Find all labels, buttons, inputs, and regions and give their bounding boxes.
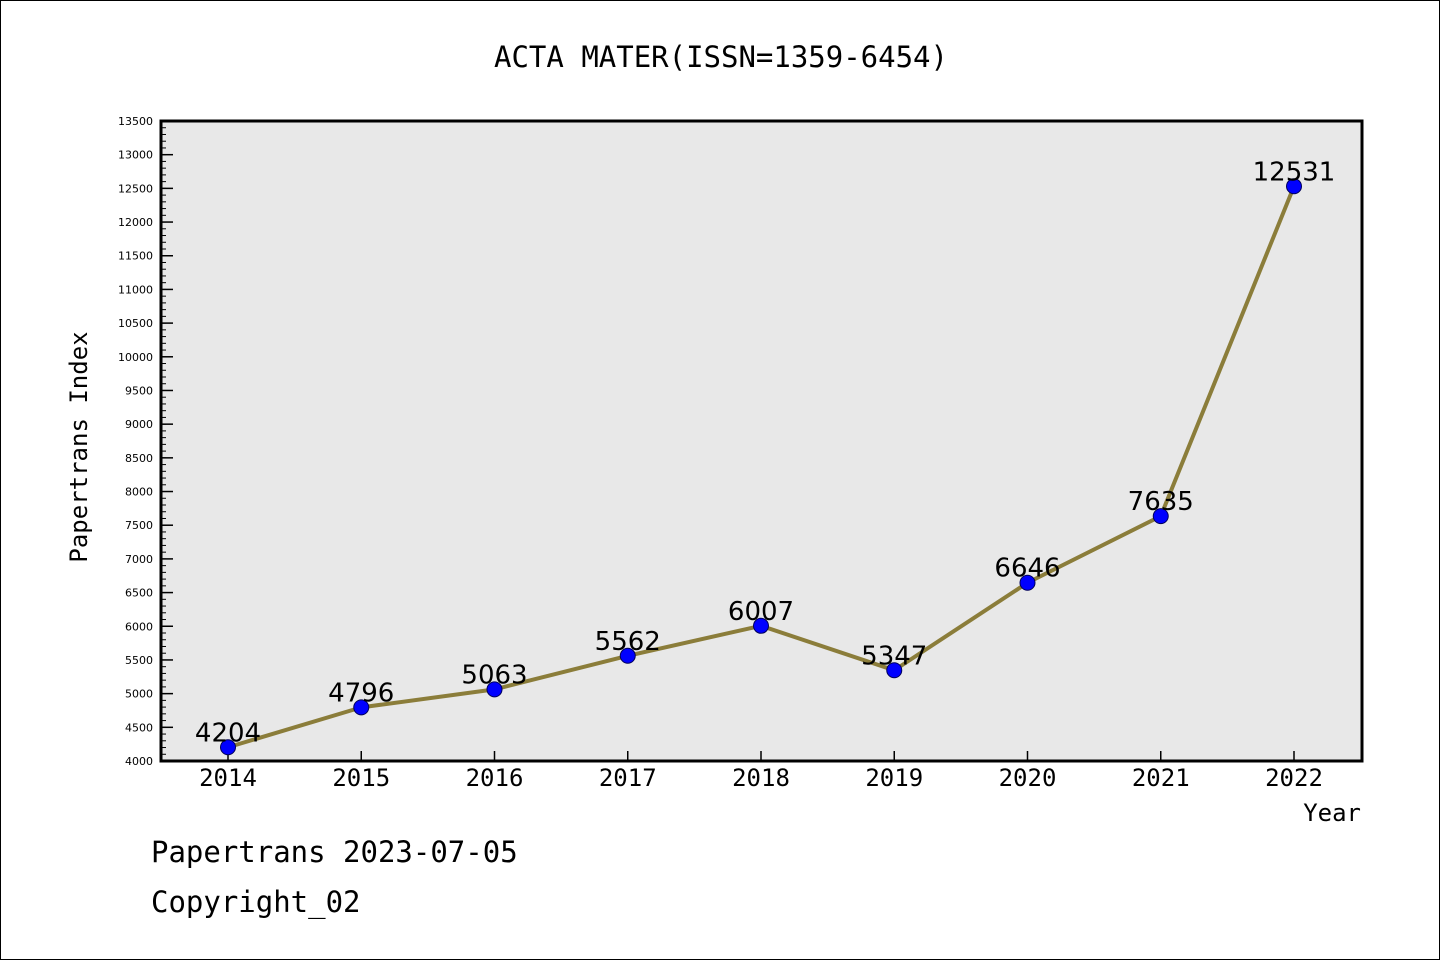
x-tick-label: 2015	[332, 764, 390, 792]
data-labels: 4204 4796 5063 5562 6007 5347 6646 7635 12531	[195, 157, 1335, 748]
data-label: 5347	[861, 641, 927, 671]
x-tick-label: 2016	[466, 764, 524, 792]
data-label: 12531	[1253, 157, 1336, 187]
y-tick-label: 7000	[125, 553, 153, 566]
x-tick-label: 2014	[199, 764, 257, 792]
x-axis-ticks: 2014 2015 2016 2017 2018 2019 2020 2021 2022	[199, 751, 1323, 792]
y-tick-label: 6000	[125, 620, 153, 633]
data-label: 4796	[328, 678, 394, 708]
y-tick-label: 5000	[125, 688, 153, 701]
y-tick-label: 12500	[118, 182, 153, 195]
y-tick-label: 8500	[125, 452, 153, 465]
x-tick-label: 2021	[1132, 764, 1190, 792]
data-point	[486, 681, 503, 698]
y-tick-label: 11000	[118, 283, 153, 296]
y-tick-label: 8000	[125, 486, 153, 499]
y-axis-label: Papertrans Index	[65, 331, 93, 562]
data-point	[1152, 508, 1169, 525]
x-tick-label: 2022	[1265, 764, 1323, 792]
x-axis-label: Year	[1303, 799, 1361, 827]
data-point	[886, 662, 903, 679]
y-axis-ticks: 4000 4500 5000 5500 6000 6500 7000 7500 8000 8500…	[118, 115, 173, 768]
data-label: 7635	[1128, 487, 1194, 517]
data-label: 5562	[595, 627, 661, 657]
data-point	[753, 617, 769, 634]
data-point	[1286, 178, 1302, 195]
data-label: 6007	[728, 597, 794, 627]
y-tick-label: 9500	[125, 384, 153, 397]
data-point	[619, 647, 636, 664]
y-tick-label: 4000	[125, 755, 153, 768]
x-tick-label: 2020	[999, 764, 1057, 792]
y-tick-label: 9000	[125, 418, 153, 431]
x-tick-label: 2019	[865, 764, 923, 792]
data-point	[1019, 574, 1036, 591]
footer-copyright: Copyright_02	[151, 885, 361, 919]
data-point	[220, 739, 236, 756]
data-label: 6646	[994, 554, 1060, 584]
y-tick-label: 10000	[118, 351, 153, 364]
y-tick-label: 5500	[125, 654, 153, 667]
y-tick-label: 4500	[125, 721, 153, 734]
plot-area	[159, 119, 1364, 763]
y-tick-label: 6500	[125, 587, 153, 600]
y-tick-label: 11500	[118, 250, 153, 263]
y-tick-label: 7500	[125, 519, 153, 532]
data-label: 4204	[195, 718, 261, 748]
y-tick-label: 13500	[118, 115, 153, 128]
x-tick-label: 2017	[599, 764, 657, 792]
y-tick-label: 13000	[118, 149, 153, 162]
y-tick-label: 10500	[118, 317, 153, 330]
x-tick-label: 2018	[732, 764, 790, 792]
data-point	[353, 699, 370, 716]
data-label: 5063	[461, 660, 527, 690]
footer-date: Papertrans 2023-07-05	[151, 835, 518, 869]
series-markers	[220, 178, 1302, 756]
chart-title: ACTA MATER(ISSN=1359-6454)	[494, 40, 948, 74]
y-tick-label: 12000	[118, 216, 153, 229]
